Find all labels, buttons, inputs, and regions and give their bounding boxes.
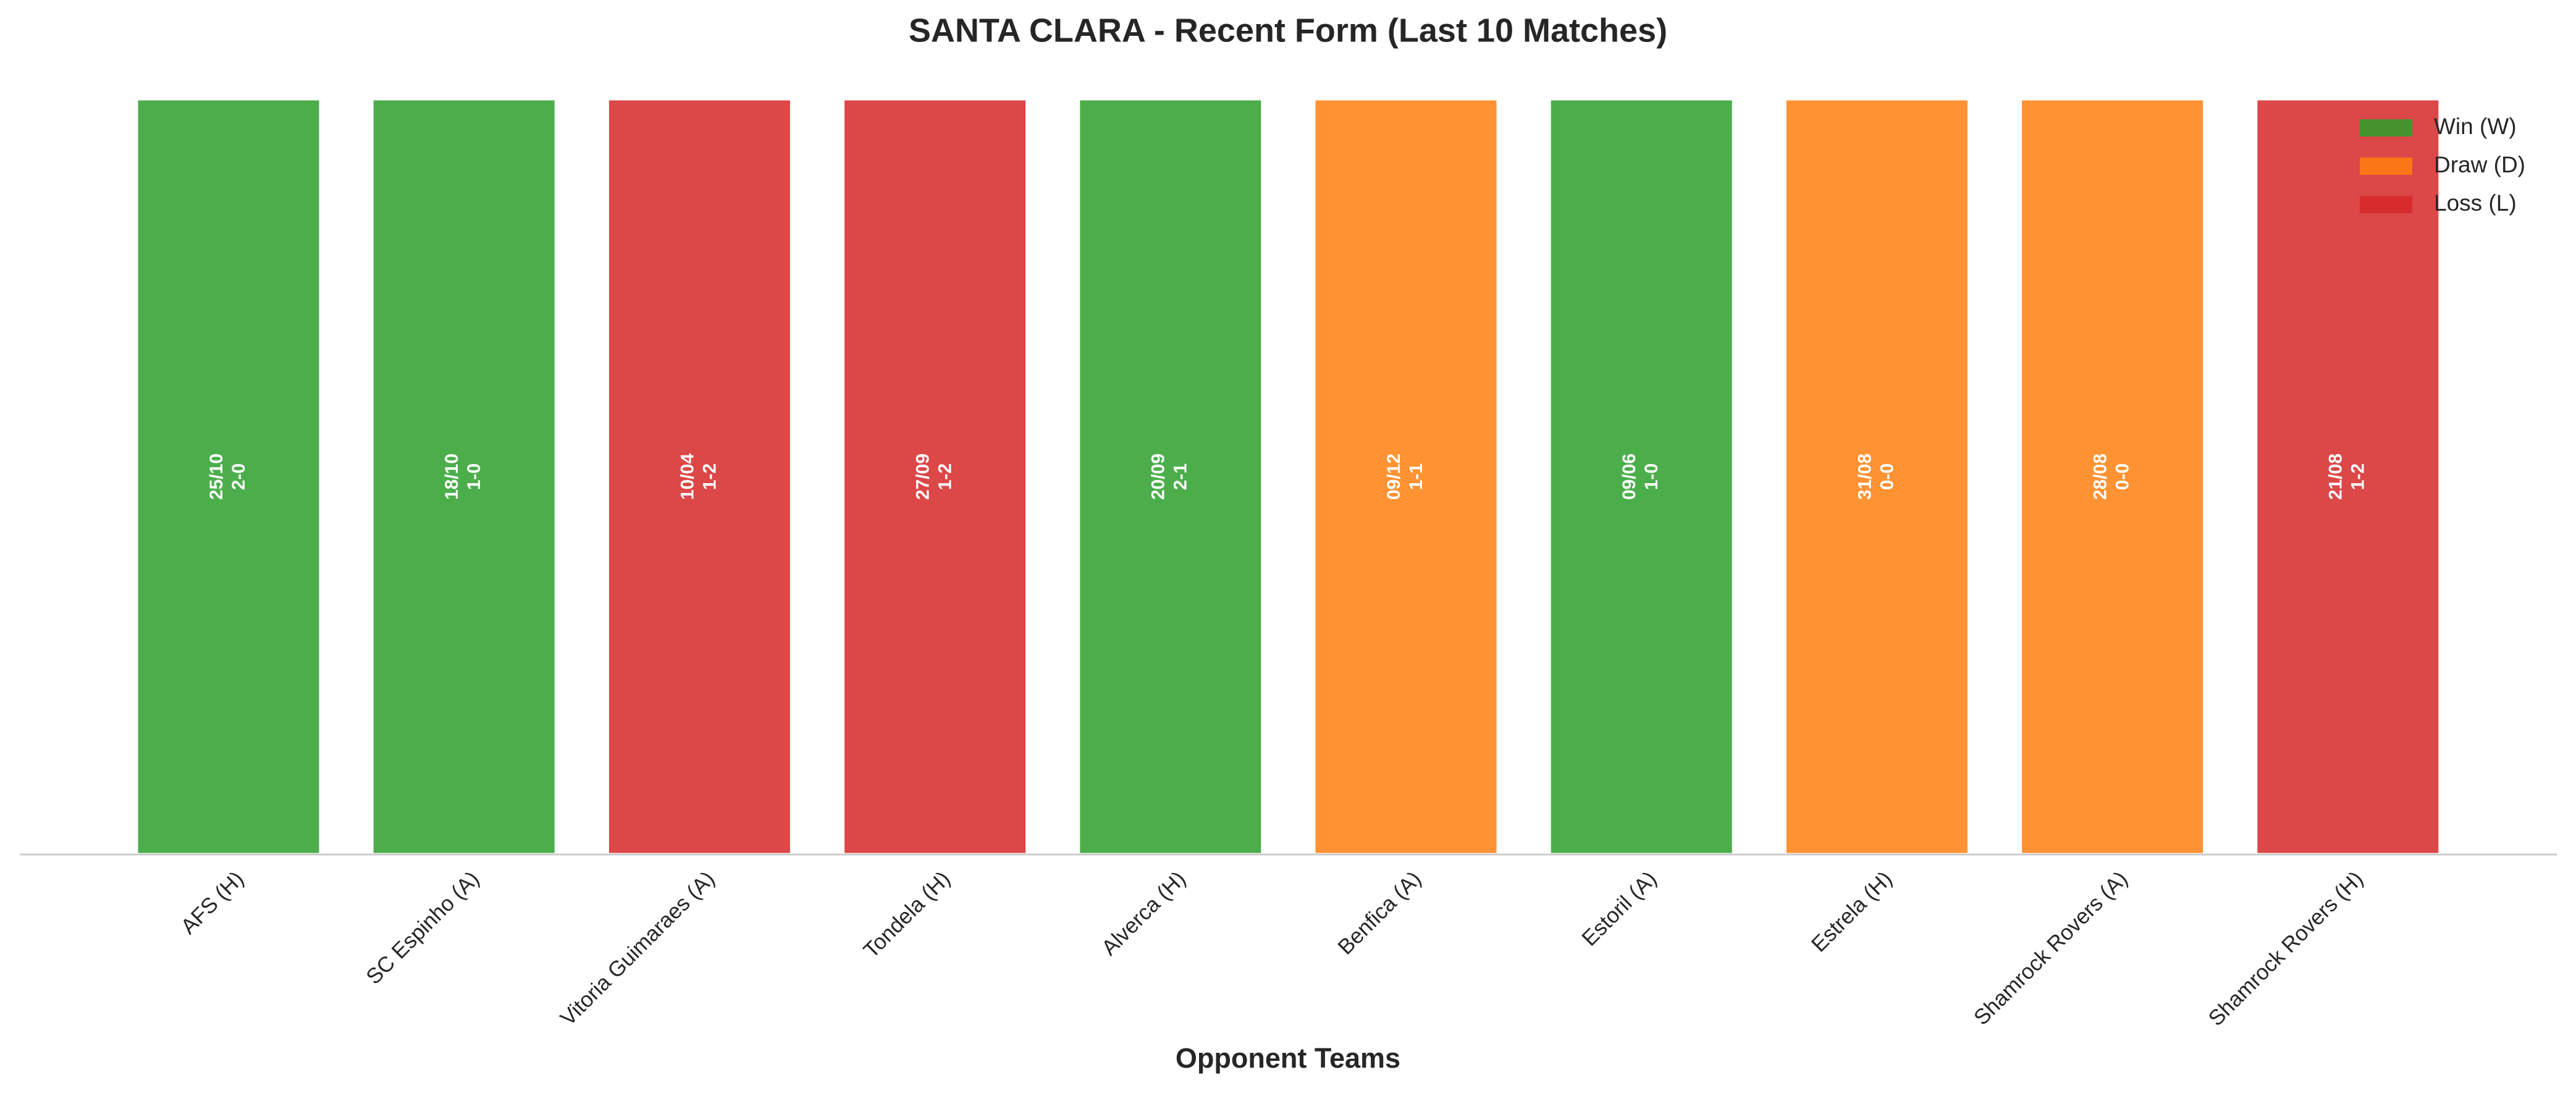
bar-label: 2-1 — [1171, 463, 1191, 490]
x-tick-label: Shamrock Rovers (A) — [1969, 867, 2132, 1030]
bar — [605, 97, 793, 856]
bar-label: 18/10 — [442, 454, 462, 500]
bar-label: 31/08 — [1854, 454, 1875, 500]
bar — [2254, 97, 2442, 856]
x-axis-label: Opponent Teams — [1176, 1042, 1400, 1074]
bar-label: 1-2 — [935, 463, 956, 490]
bar-label: 1-2 — [699, 463, 720, 490]
bar-label: 25/10 — [206, 454, 227, 500]
x-tick-label: Tondela (H) — [859, 867, 955, 963]
legend-swatch — [2360, 158, 2412, 175]
bar-label: 0-0 — [2113, 463, 2133, 490]
bar-label: 09/06 — [1619, 454, 1639, 500]
x-tick-label: Vitoria Guimaraes (A) — [556, 867, 720, 1031]
bar-label: 27/09 — [913, 454, 933, 500]
bar — [135, 97, 322, 856]
x-tick-label: AFS (H) — [176, 867, 248, 939]
bar-label: 1-1 — [1406, 463, 1426, 490]
bar-label: 09/12 — [1384, 454, 1404, 500]
bar — [370, 97, 558, 856]
bar-label: 21/08 — [2326, 454, 2346, 500]
legend-swatch — [2360, 119, 2412, 137]
x-tick-label: Estrela (H) — [1807, 867, 1897, 957]
legend-label: Loss (L) — [2434, 190, 2517, 216]
bar-label: 10/04 — [677, 454, 697, 500]
x-tick-label: Benfica (A) — [1333, 867, 1426, 960]
bar — [841, 97, 1029, 856]
bar-label: 28/08 — [2090, 454, 2111, 500]
bar-label: 1-2 — [2348, 463, 2368, 490]
bar — [1077, 97, 1265, 856]
bar — [1783, 97, 1971, 856]
x-tick-label: SC Espinho (A) — [361, 867, 484, 989]
legend-label: Draw (D) — [2434, 152, 2525, 177]
bar-label: 1-0 — [464, 463, 484, 490]
bar-label: 20/09 — [1148, 454, 1169, 500]
chart-title: SANTA CLARA - Recent Form (Last 10 Match… — [909, 12, 1667, 49]
bar-label: 1-0 — [1641, 463, 1662, 490]
bar-label: 0-0 — [1877, 463, 1897, 490]
bar — [1312, 97, 1500, 856]
bar-label: 2-0 — [229, 463, 249, 490]
legend-swatch — [2360, 196, 2412, 213]
legend-label: Win (W) — [2434, 114, 2517, 139]
x-tick-label: Estoril (A) — [1577, 867, 1661, 951]
x-tick-label: Shamrock Rovers (H) — [2204, 867, 2368, 1031]
x-tick-label: Alverca (H) — [1097, 867, 1190, 960]
